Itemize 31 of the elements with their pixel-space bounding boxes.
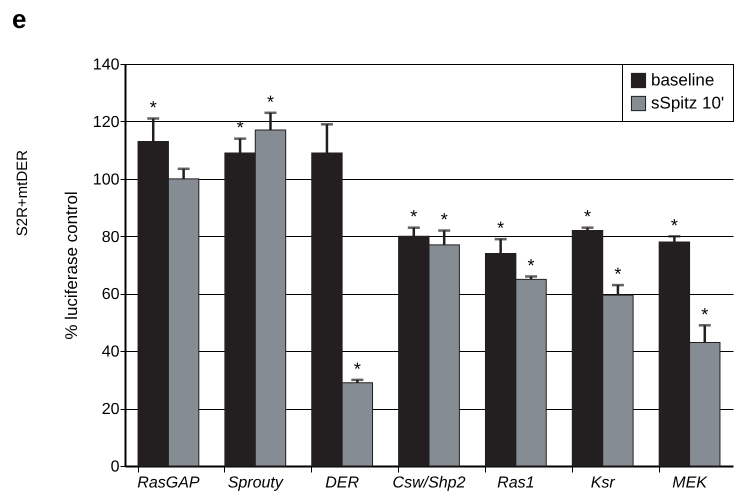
legend-label: sSpitz 10' [651,94,724,112]
x-tick-label: Csw/Shp2 [392,474,466,492]
y-tick-label: 100 [92,171,120,188]
data-label: * [497,218,504,238]
data-label: * [670,215,678,236]
data-label: * [614,264,622,284]
x-tick-label: Ras1 [497,474,535,492]
data-label: * [150,98,157,118]
y-tick-label: 120 [92,114,120,131]
legend-label: baseline [651,70,714,90]
x-tick-label: Sprouty [228,474,284,492]
x-tick-label: MEK [672,474,708,492]
y-tick-label: 140 [92,56,120,74]
y-tick-label: 60 [102,286,120,304]
y-tick-label: 20 [102,401,120,418]
data-label: * [701,304,708,324]
y-tick-label: 40 [102,344,120,361]
data-label: * [440,210,448,230]
text: S2R+mtDER [14,150,31,236]
data-label: * [528,255,535,276]
x-tick-label: RasGAP [137,474,200,492]
data-label: * [266,92,274,112]
x-tick-label: Ksr [590,474,616,492]
data-label: * [354,358,361,379]
text: e [12,4,26,35]
y-tick-label: 80 [102,228,120,246]
data-label: * [410,206,418,227]
y-axis-title: % luciferase control [62,191,81,340]
x-tick-label: DER [325,474,360,492]
y-tick-label: 0 [110,458,120,476]
data-label: * [584,206,592,227]
